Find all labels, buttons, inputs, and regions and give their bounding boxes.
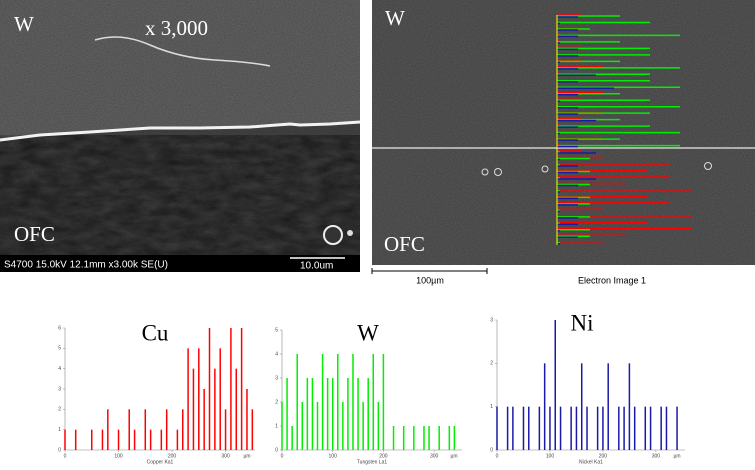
- chart: 0 1 2 3 4 5 0 100 200 300 µm Tungsten La1 W: [275, 320, 462, 465]
- x-unit: µm: [673, 453, 680, 459]
- x-tick-label: 300: [652, 453, 661, 459]
- y-tick-label: 2: [58, 407, 61, 413]
- label: OFC: [14, 222, 55, 246]
- caption: Electron Image 1: [578, 275, 646, 285]
- x-tick-label: 100: [114, 453, 123, 459]
- y-tick-label: 4: [275, 351, 278, 357]
- x-tick-label: 300: [221, 453, 230, 459]
- sem-image: W x 3,000 OFC S4700 15.0kV 12.1mm x3.00k…: [0, 0, 361, 272]
- scale-bar: 100µm: [416, 275, 444, 285]
- chart-title: W: [357, 320, 379, 345]
- x-tick-label: 100: [546, 453, 555, 459]
- x-tick-label: 200: [379, 453, 388, 459]
- chart: 0 1 2 3 4 5 6 0 100 200 300 µm Copper Ka1 Cu: [58, 320, 255, 465]
- label: W: [14, 12, 34, 36]
- magnification: x 3,000: [145, 16, 208, 40]
- eds-image: W OFC 100µm Electron Image 1: [371, 0, 755, 285]
- info-bar: S4700 15.0kV 12.1mm x3.00k SE(U): [4, 260, 168, 271]
- chart-title: Ni: [571, 310, 594, 335]
- y-tick-label: 2: [490, 361, 493, 367]
- y-tick-label: 2: [275, 399, 278, 405]
- y-tick-label: 3: [490, 317, 493, 323]
- x-tick-label: 100: [329, 453, 338, 459]
- y-tick-label: 5: [58, 346, 61, 352]
- x-tick-label: 0: [64, 453, 67, 459]
- y-tick-label: 0: [275, 447, 278, 453]
- x-axis-label: Tungsten La1: [357, 459, 388, 465]
- x-tick-label: 200: [599, 453, 608, 459]
- x-tick-label: 300: [430, 453, 439, 459]
- chart-title: Cu: [142, 320, 169, 345]
- label: OFC: [384, 232, 425, 256]
- y-tick-label: 5: [275, 327, 278, 333]
- scale-bar: 10.0um: [300, 261, 333, 272]
- y-tick-label: 3: [275, 375, 278, 381]
- x-tick-label: 0: [281, 453, 284, 459]
- label: W: [385, 6, 405, 30]
- y-tick-label: 1: [490, 404, 493, 410]
- x-unit: µm: [450, 453, 457, 459]
- y-tick-label: 1: [275, 423, 278, 429]
- x-axis-label: Copper Ka1: [147, 459, 174, 465]
- y-tick-label: 0: [58, 447, 61, 453]
- x-tick-label: 0: [496, 453, 499, 459]
- y-tick-label: 6: [58, 325, 61, 331]
- x-tick-label: 200: [168, 453, 177, 459]
- y-tick-label: 0: [490, 447, 493, 453]
- x-unit: µm: [243, 453, 250, 459]
- x-axis-label: Nickel Ka1: [579, 459, 603, 465]
- y-tick-label: 3: [58, 386, 61, 392]
- line-scan-overlay: [556, 14, 692, 245]
- y-tick-label: 4: [58, 366, 61, 372]
- chart: 0 1 2 3 0 100 200 300 µm Nickel Ka1 Ni: [490, 310, 685, 465]
- y-tick-label: 1: [58, 427, 61, 433]
